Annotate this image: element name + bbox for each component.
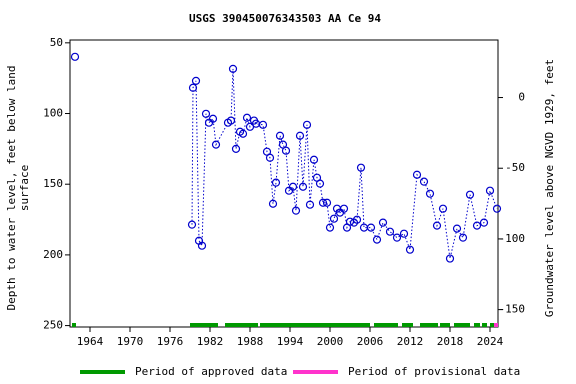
- data-point: [472, 221, 482, 230]
- data-point: [271, 178, 281, 187]
- period-bar: [72, 323, 76, 327]
- data-point: [208, 114, 218, 123]
- data-point: [452, 224, 462, 233]
- data-point: [302, 120, 312, 129]
- data-point: [372, 235, 382, 244]
- x-tick-label: 1982: [197, 335, 224, 348]
- y-tick-label: 200: [43, 248, 63, 261]
- data-point: [265, 153, 275, 162]
- data-point: [204, 118, 214, 127]
- x-tick-label: 1994: [277, 335, 304, 348]
- period-bar: [420, 323, 438, 327]
- y2-tick-label: -150: [499, 303, 526, 316]
- x-tick-label: 1988: [237, 335, 264, 348]
- x-tick-label: 1964: [77, 335, 104, 348]
- data-point: [191, 76, 201, 85]
- period-bar: [402, 323, 413, 327]
- period-bar: [454, 323, 470, 327]
- x-tick-label: 2024: [477, 335, 504, 348]
- data-point: [438, 204, 448, 213]
- data-point: [492, 204, 502, 213]
- period-bar: [494, 323, 498, 327]
- data-point: [238, 129, 248, 138]
- data-point: [329, 214, 339, 223]
- data-point: [226, 116, 236, 125]
- data-point: [458, 233, 468, 242]
- y2-tick-label: -50: [505, 161, 525, 174]
- data-point: [305, 200, 315, 209]
- data-point: [187, 220, 197, 229]
- x-tick-label: 1976: [157, 335, 184, 348]
- x-tick-label: 1970: [117, 335, 144, 348]
- data-point: [231, 144, 241, 153]
- data-point: [318, 198, 328, 207]
- legend-label: Period of approved data: [135, 365, 287, 378]
- data-point: [352, 215, 362, 224]
- y-tick-label: 250: [43, 319, 63, 332]
- data-point: [366, 223, 376, 232]
- x-tick-label: 2018: [437, 335, 464, 348]
- data-point: [275, 131, 285, 140]
- y-tick-label: 150: [43, 177, 63, 190]
- data-point: [288, 182, 298, 191]
- data-point: [211, 140, 221, 149]
- data-point: [399, 229, 409, 238]
- data-point: [356, 163, 366, 172]
- data-point: [419, 177, 429, 186]
- y-tick-label: 50: [50, 36, 63, 49]
- x-tick-label: 2006: [357, 335, 384, 348]
- data-point: [228, 64, 238, 73]
- data-point: [242, 113, 252, 122]
- x-tick-label: 2012: [397, 335, 424, 348]
- legend-label: Period of provisional data: [348, 365, 520, 378]
- data-point: [445, 254, 455, 263]
- data-point: [378, 218, 388, 227]
- data-point: [385, 227, 395, 236]
- data-point: [197, 241, 207, 250]
- data-point: [432, 221, 442, 230]
- data-point: [201, 109, 211, 118]
- data-point: [322, 198, 332, 207]
- period-bar: [374, 323, 398, 327]
- period-bar: [225, 323, 258, 327]
- period-bar: [440, 323, 450, 327]
- data-point: [295, 131, 305, 140]
- y-axis-label: surface: [18, 165, 31, 211]
- y-axis-label: Depth to water level, feet below land: [5, 65, 18, 310]
- data-point: [315, 179, 325, 188]
- period-bar: [260, 323, 370, 327]
- data-point: [70, 52, 80, 61]
- data-point: [298, 182, 308, 191]
- period-bar: [474, 323, 480, 327]
- y2-axis-label: Groundwater level above NGVD 1929, feet: [543, 59, 556, 317]
- period-bar: [490, 323, 494, 327]
- data-point: [309, 155, 319, 164]
- x-tick-label: 2000: [317, 335, 344, 348]
- period-bar: [482, 323, 487, 327]
- data-point: [268, 199, 278, 208]
- data-point: [425, 189, 435, 198]
- data-point: [281, 146, 291, 155]
- data-point: [188, 83, 198, 92]
- data-point: [465, 190, 475, 199]
- data-point: [325, 223, 335, 232]
- chart-title: USGS 390450076343503 AA Ce 94: [189, 12, 381, 25]
- data-point: [412, 170, 422, 179]
- y2-tick-label: 0: [518, 91, 525, 104]
- plot-frame: [69, 39, 499, 328]
- data-point: [339, 204, 349, 213]
- data-point: [291, 206, 301, 215]
- period-bar: [190, 323, 218, 327]
- data-point: [392, 233, 402, 242]
- y-tick-label: 100: [43, 107, 63, 120]
- data-point: [479, 218, 489, 227]
- data-point: [258, 120, 268, 129]
- y2-tick-label: -100: [499, 232, 526, 245]
- data-point: [405, 245, 415, 254]
- data-point: [485, 186, 495, 195]
